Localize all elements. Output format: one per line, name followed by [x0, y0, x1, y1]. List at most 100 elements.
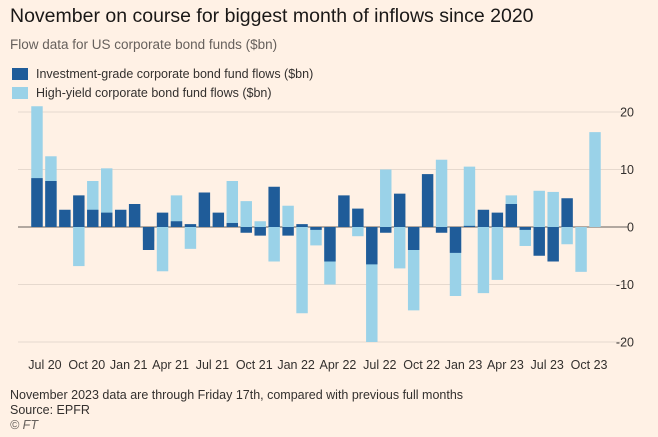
legend: Investment-grade corporate bond fund flo…	[12, 64, 313, 102]
bar-investment-grade-sep-21	[226, 222, 239, 227]
bar-high-yield-feb-23	[463, 166, 476, 227]
x-tick-label: Apr 22	[320, 358, 357, 372]
y-tick-label: 0	[627, 221, 634, 235]
x-tick-label: Jul 21	[196, 358, 229, 372]
bar-investment-grade-sep-20	[59, 209, 71, 227]
bar-high-yield-jan-22	[282, 205, 294, 227]
x-tick-label: Oct 23	[571, 358, 608, 372]
bar-high-yield-dec-22	[435, 159, 448, 227]
bar-high-yield-sep-23	[561, 227, 573, 245]
legend-label-high-yield: High-yield corporate bond fund flows ($b…	[36, 85, 272, 100]
x-tick-label: Apr 21	[152, 358, 189, 372]
bar-investment-grade-aug-22	[380, 227, 392, 233]
bar-high-yield-jun-21	[184, 227, 197, 249]
x-tick-label: Oct 22	[403, 358, 440, 372]
bar-investment-grade-jan-23	[449, 227, 462, 253]
bar-investment-grade-dec-20	[101, 212, 113, 227]
bar-high-yield-jul-20	[31, 106, 43, 227]
bar-investment-grade-jan-21	[114, 209, 127, 227]
x-tick-label: Jan 23	[445, 358, 483, 372]
bar-investment-grade-may-23	[505, 204, 518, 227]
y-tick-label: 10	[620, 163, 634, 177]
bar-high-yield-nov-23	[589, 132, 601, 227]
bar-high-yield-mar-22	[310, 227, 322, 246]
bar-high-yield-nov-21	[254, 221, 266, 227]
bar-investment-grade-jul-23	[533, 227, 545, 256]
bar-investment-grade-nov-21	[254, 227, 266, 236]
x-tick-label: Jan 21	[110, 358, 148, 372]
bar-investment-grade-may-22	[338, 195, 350, 227]
legend-label-investment-grade: Investment-grade corporate bond fund flo…	[36, 66, 314, 81]
bar-investment-grade-aug-21	[212, 212, 225, 227]
bar-investment-grade-apr-22	[324, 227, 336, 262]
bar-high-yield-nov-20	[87, 181, 99, 227]
x-tick-label: Oct 20	[68, 358, 105, 372]
bar-high-yield-apr-21	[156, 227, 169, 272]
bar-high-yield-jun-23	[519, 227, 531, 246]
bar-investment-grade-jul-20	[31, 178, 43, 227]
bar-high-yield-apr-23	[491, 227, 504, 280]
bar-investment-grade-nov-20	[87, 209, 99, 227]
legend-item-high-yield: High-yield corporate bond fund flows ($b…	[12, 83, 313, 102]
bar-high-yield-aug-23	[547, 191, 559, 227]
bar-high-yield-may-21	[170, 195, 183, 227]
chart-subtitle: Flow data for US corporate bond funds ($…	[10, 37, 278, 52]
bar-high-yield-sep-22	[393, 227, 406, 269]
bar-investment-grade-oct-22	[407, 227, 420, 250]
bar-investment-grade-jul-21	[198, 192, 211, 227]
bar-investment-grade-sep-22	[393, 193, 406, 227]
bar-investment-grade-jan-22	[282, 227, 294, 236]
bar-investment-grade-nov-22	[421, 174, 434, 227]
bar-investment-grade-dec-22	[435, 227, 448, 233]
bar-investment-grade-oct-21	[240, 227, 252, 233]
bar-high-yield-jun-22	[352, 227, 364, 237]
bar-high-yield-mar-23	[477, 227, 490, 294]
bar-high-yield-oct-23	[575, 227, 587, 272]
legend-item-investment-grade: Investment-grade corporate bond fund flo…	[12, 64, 313, 83]
bar-high-yield-jan-23	[449, 227, 462, 296]
copyright: © FT	[10, 418, 38, 432]
y-tick-label: -10	[616, 278, 634, 292]
x-tick-label: Jul 20	[28, 358, 61, 372]
bar-investment-grade-feb-21	[128, 204, 141, 227]
chart-footer: November 2023 data are through Friday 17…	[10, 388, 463, 433]
chart-title: November on course for biggest month of …	[10, 5, 534, 27]
bar-investment-grade-jul-22	[366, 227, 378, 265]
y-tick-label: -20	[616, 336, 634, 350]
bar-high-yield-dec-20	[101, 168, 113, 227]
bar-investment-grade-apr-23	[491, 212, 504, 227]
x-tick-label: Oct 21	[236, 358, 273, 372]
bar-high-yield-dec-21	[268, 227, 280, 262]
bar-investment-grade-jun-21	[184, 224, 197, 227]
bar-high-yield-feb-22	[296, 227, 308, 314]
footnote: November 2023 data are through Friday 17…	[10, 388, 464, 402]
bar-investment-grade-oct-20	[73, 195, 85, 227]
bar-high-yield-aug-22	[380, 169, 392, 227]
bar-investment-grade-mar-22	[310, 227, 322, 230]
bar-investment-grade-aug-20	[45, 181, 57, 227]
bar-investment-grade-jun-22	[352, 208, 364, 227]
bar-investment-grade-feb-23	[463, 225, 476, 227]
bar-investment-grade-sep-23	[561, 198, 573, 227]
bar-high-yield-jul-23	[533, 190, 545, 227]
bar-investment-grade-dec-21	[268, 186, 280, 227]
x-tick-label: Jul 22	[363, 358, 396, 372]
bar-investment-grade-mar-23	[477, 209, 490, 227]
bar-investment-grade-jun-23	[519, 227, 531, 230]
legend-swatch-high-yield	[12, 86, 28, 99]
legend-swatch-investment-grade	[12, 67, 28, 80]
bar-high-yield-oct-22	[407, 227, 420, 311]
x-tick-label: Jan 22	[277, 358, 315, 372]
bar-investment-grade-may-21	[170, 221, 183, 227]
x-tick-label: Apr 23	[487, 358, 524, 372]
y-tick-label: 20	[620, 106, 634, 120]
bar-high-yield-jul-22	[366, 227, 378, 342]
bar-investment-grade-apr-21	[156, 212, 169, 227]
bar-high-yield-oct-20	[73, 227, 85, 267]
bar-investment-grade-aug-23	[547, 227, 559, 262]
bar-investment-grade-feb-22	[296, 224, 308, 227]
bar-high-yield-sep-21	[226, 181, 239, 227]
x-tick-label: Jul 23	[531, 358, 564, 372]
source-note: Source: EPFR	[10, 403, 90, 417]
